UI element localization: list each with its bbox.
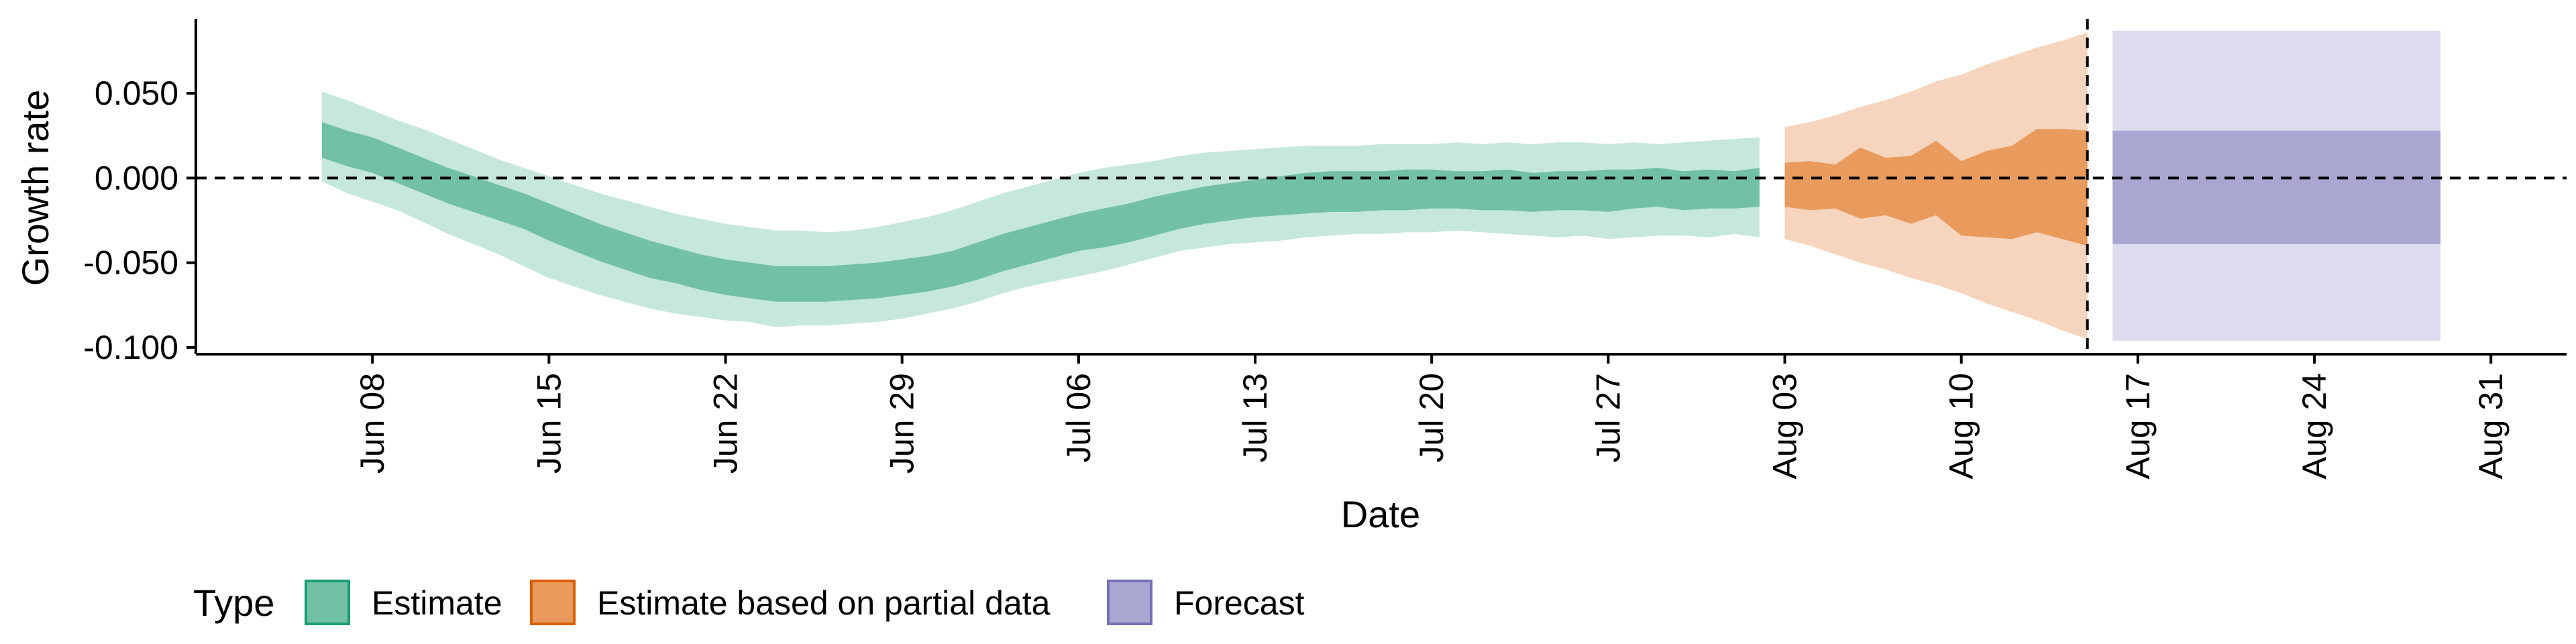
estimate-band-50 (322, 122, 1760, 302)
y-tick-label: -0.050 (83, 244, 178, 282)
x-tick-label: Jun 22 (707, 373, 745, 474)
x-tick-label: Jul 06 (1060, 373, 1097, 462)
x-axis-title: Date (1341, 493, 1420, 535)
x-tick-label: Jul 27 (1589, 373, 1627, 462)
legend: Type Estimate Estimate based on partial d… (193, 580, 1305, 625)
x-tick-label: Jul 20 (1413, 373, 1450, 462)
reference-lines (196, 19, 2567, 354)
x-tick-label: Aug 31 (2472, 373, 2510, 479)
axes (195, 19, 2567, 356)
x-tick-label: Aug 24 (2296, 373, 2333, 479)
y-tick-label: -0.100 (83, 329, 178, 366)
y-tick-label: 0.000 (95, 159, 178, 197)
estimate-based-on-partial-data-band-50 (1784, 129, 2088, 246)
y-axis-ticks: 0.050 0.000 -0.050 -0.100 (83, 74, 196, 366)
y-tick-label: 0.050 (95, 74, 178, 112)
x-axis-ticks: Jun 08 Jun 15 Jun 22 Jun 29 Jul 06 Jul 13 Jul … (354, 354, 2510, 479)
x-tick-label: Jul 13 (1236, 373, 1274, 462)
legend-key-estimate-based-on-partial-data (530, 580, 576, 625)
legend-key-estimate (305, 580, 350, 625)
x-tick-label: Jun 08 (354, 373, 391, 474)
x-tick-label: Jun 29 (883, 373, 921, 474)
x-tick-label: Aug 03 (1766, 373, 1804, 479)
x-tick-label: Aug 17 (2119, 373, 2157, 479)
legend-label-estimate-based-on-partial-data: Estimate based on partial data (597, 584, 1051, 622)
x-tick-label: Jun 15 (530, 373, 568, 474)
y-axis-title: Growth rate (14, 90, 56, 286)
legend-title: Type (193, 582, 274, 624)
legend-label-forecast: Forecast (1174, 584, 1305, 622)
legend-label-estimate: Estimate (372, 584, 502, 622)
legend-key-forecast (1107, 580, 1152, 625)
ribbon-bands (322, 30, 2440, 341)
forecast-band-50 (2112, 130, 2440, 244)
x-tick-label: Aug 10 (1943, 373, 1980, 479)
